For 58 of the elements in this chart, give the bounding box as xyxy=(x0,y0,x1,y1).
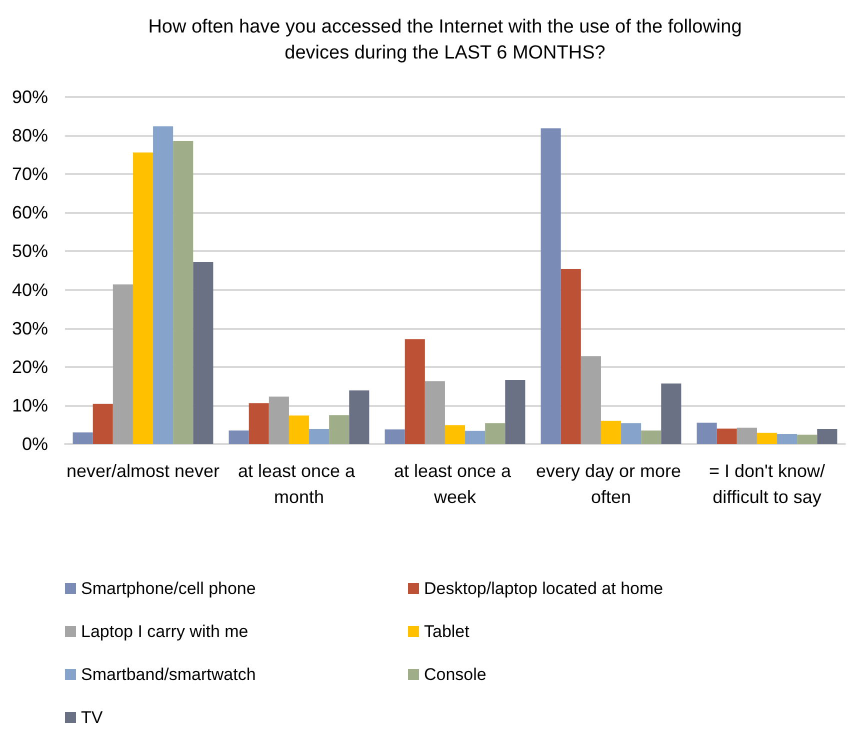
bar xyxy=(465,430,486,444)
y-tick-label: 30% xyxy=(12,318,48,338)
bar xyxy=(112,284,133,444)
y-tick-label: 70% xyxy=(12,164,48,184)
x-tick-label: = I don't know/difficult to say xyxy=(708,461,826,507)
bar xyxy=(288,415,310,444)
bar xyxy=(485,423,506,444)
legend-label: Laptop I carry with me xyxy=(81,622,248,641)
y-tick-label: 50% xyxy=(12,241,48,262)
legend-label: Tablet xyxy=(424,622,470,641)
bar xyxy=(309,428,330,444)
bar xyxy=(696,422,717,444)
bar xyxy=(600,420,622,444)
y-tick-label: 60% xyxy=(12,202,48,223)
bar xyxy=(560,268,581,444)
bar xyxy=(736,428,757,444)
bar xyxy=(92,404,113,444)
bar xyxy=(797,434,818,444)
bar xyxy=(661,383,682,444)
bar xyxy=(329,415,350,444)
bar xyxy=(173,140,194,444)
legend-label: Desktop/laptop located at home xyxy=(424,579,664,598)
bar xyxy=(580,356,601,444)
legend-label: TV xyxy=(81,708,104,727)
x-tick-label: never/almost never xyxy=(66,461,220,481)
bar xyxy=(404,339,425,444)
y-tick-label: 0% xyxy=(22,434,48,454)
x-tick-label: every day or more often xyxy=(536,461,686,507)
bar xyxy=(193,262,214,444)
y-tick-label: 20% xyxy=(12,356,48,377)
x-tick-label: at least once a month xyxy=(238,461,360,507)
y-tick-label: 40% xyxy=(12,280,48,300)
bar xyxy=(444,425,466,444)
bar xyxy=(153,126,174,444)
chart-title: How often have you accessed the Internet with the use of the following devices during the LAST 6 MONTHS? xyxy=(148,16,742,64)
x-tick-label: at least once a week xyxy=(394,461,516,507)
legend-label: Smartphone/cell phone xyxy=(81,579,256,598)
bar xyxy=(641,430,662,444)
y-tick-label: 90% xyxy=(12,87,48,107)
bar xyxy=(424,381,445,444)
y-tick-label: 80% xyxy=(12,126,48,146)
bar xyxy=(716,428,737,444)
bar xyxy=(72,432,93,444)
bar xyxy=(132,152,154,444)
bar xyxy=(621,423,642,444)
bar xyxy=(505,380,526,444)
bar xyxy=(777,434,798,444)
bar xyxy=(268,396,289,444)
bar xyxy=(384,429,405,444)
bar xyxy=(817,428,838,444)
bar xyxy=(228,430,249,444)
legend-label: Console xyxy=(424,665,486,684)
bar xyxy=(248,403,269,444)
bar xyxy=(540,128,561,444)
y-tick-label: 10% xyxy=(12,395,48,416)
bar xyxy=(349,390,370,444)
legend-label: Smartband/smartwatch xyxy=(81,665,256,684)
bar xyxy=(756,432,778,444)
